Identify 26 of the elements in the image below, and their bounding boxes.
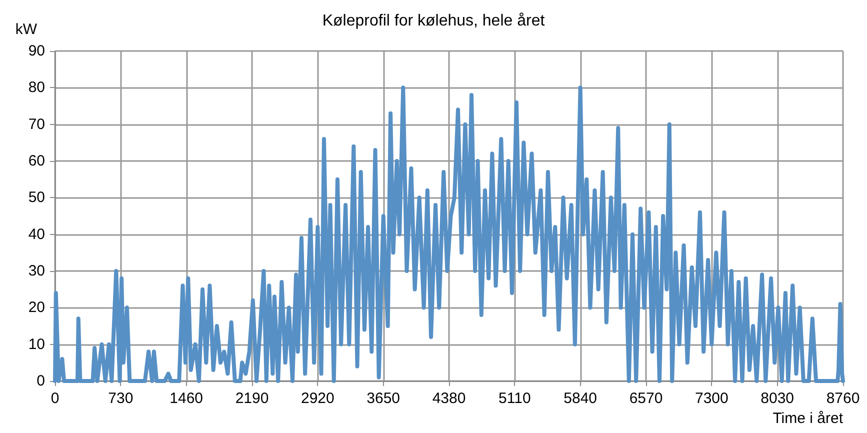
x-tick-label: 5110 <box>498 390 531 407</box>
y-tick-label: 70 <box>28 116 45 133</box>
chart-title: Køleprofil for kølehus, hele året <box>322 12 546 30</box>
x-tick-label: 7300 <box>694 390 728 407</box>
y-tick-label: 0 <box>36 372 45 390</box>
x-tick-label: 4380 <box>432 390 466 407</box>
x-tick-label: 1460 <box>170 390 204 407</box>
x-axis-title: Time i året <box>772 410 844 427</box>
y-axis-title: kW <box>15 21 38 38</box>
x-tick-label: 6570 <box>629 390 663 407</box>
y-tick-label: 30 <box>28 262 45 280</box>
y-tick-label: 50 <box>28 189 45 206</box>
y-tick-label: 40 <box>28 226 45 243</box>
x-tick-label: 5840 <box>564 390 598 407</box>
y-tick-label: 20 <box>28 299 45 316</box>
x-tick-label: 8030 <box>760 390 794 407</box>
x-tick-label: 8760 <box>826 390 860 407</box>
y-tick-label: 10 <box>28 336 45 353</box>
x-tick-label: 730 <box>108 390 134 407</box>
y-tick-label: 60 <box>28 152 45 170</box>
x-tick-label: 2190 <box>235 390 269 407</box>
x-tick-label: 2920 <box>300 390 334 407</box>
y-tick-label: 80 <box>28 79 45 96</box>
y-tick-label: 90 <box>28 42 45 60</box>
x-tick-label: 0 <box>50 390 60 407</box>
x-tick-label: 3650 <box>366 390 400 407</box>
